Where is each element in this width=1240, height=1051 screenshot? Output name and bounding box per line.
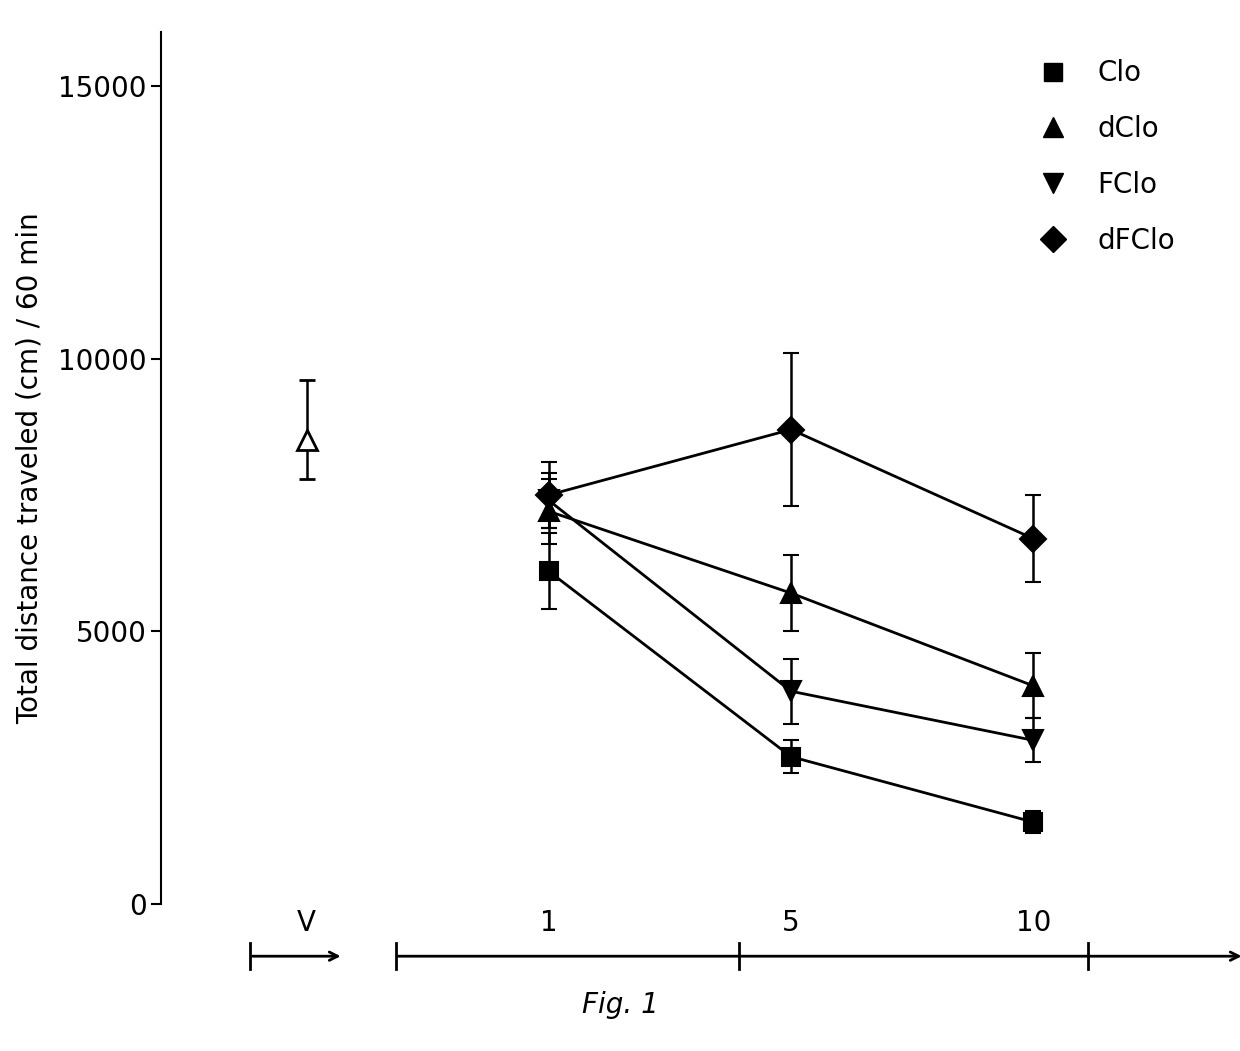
Y-axis label: Total distance traveled (cm) / 60 min: Total distance traveled (cm) / 60 min	[16, 212, 45, 723]
Legend: Clo, dClo, FClo, dFClo: Clo, dClo, FClo, dFClo	[1023, 45, 1189, 268]
Text: Fig. 1: Fig. 1	[582, 991, 658, 1019]
